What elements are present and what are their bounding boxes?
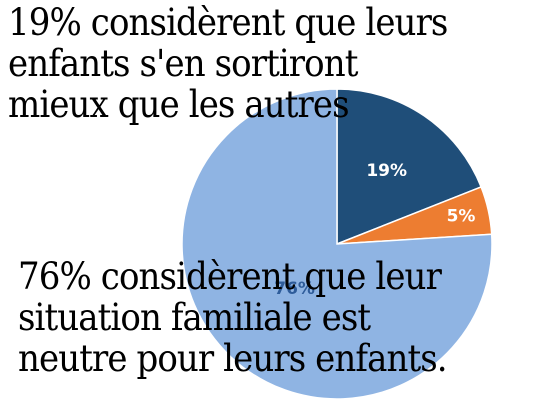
pie-labels: 19% 5% 76% [274,161,475,299]
annotation-top-line: 19% considèrent que leurs [8,1,448,44]
annotation-bottom-line: neutre pour leurs enfants. [18,337,448,380]
annotation-top-line: enfants s'en sortiront [8,42,358,85]
pie-slice-label: 76% [274,279,315,299]
pie-slices [181,88,493,400]
annotation-top-line: mieux que les autres [8,83,350,126]
annotation-top: 19% considèrent que leurs enfants s'en s… [8,1,448,126]
pie-slice-label: 5% [447,206,476,226]
annotation-bottom: 76% considèrent que leur situation famil… [18,255,448,380]
pie-slice-label: 19% [366,161,407,181]
annotation-bottom-line: 76% considèrent que leur [18,255,442,298]
annotation-bottom-line: situation familiale est [18,296,371,339]
pie-slice [336,88,483,246]
pie-slice [181,88,493,400]
